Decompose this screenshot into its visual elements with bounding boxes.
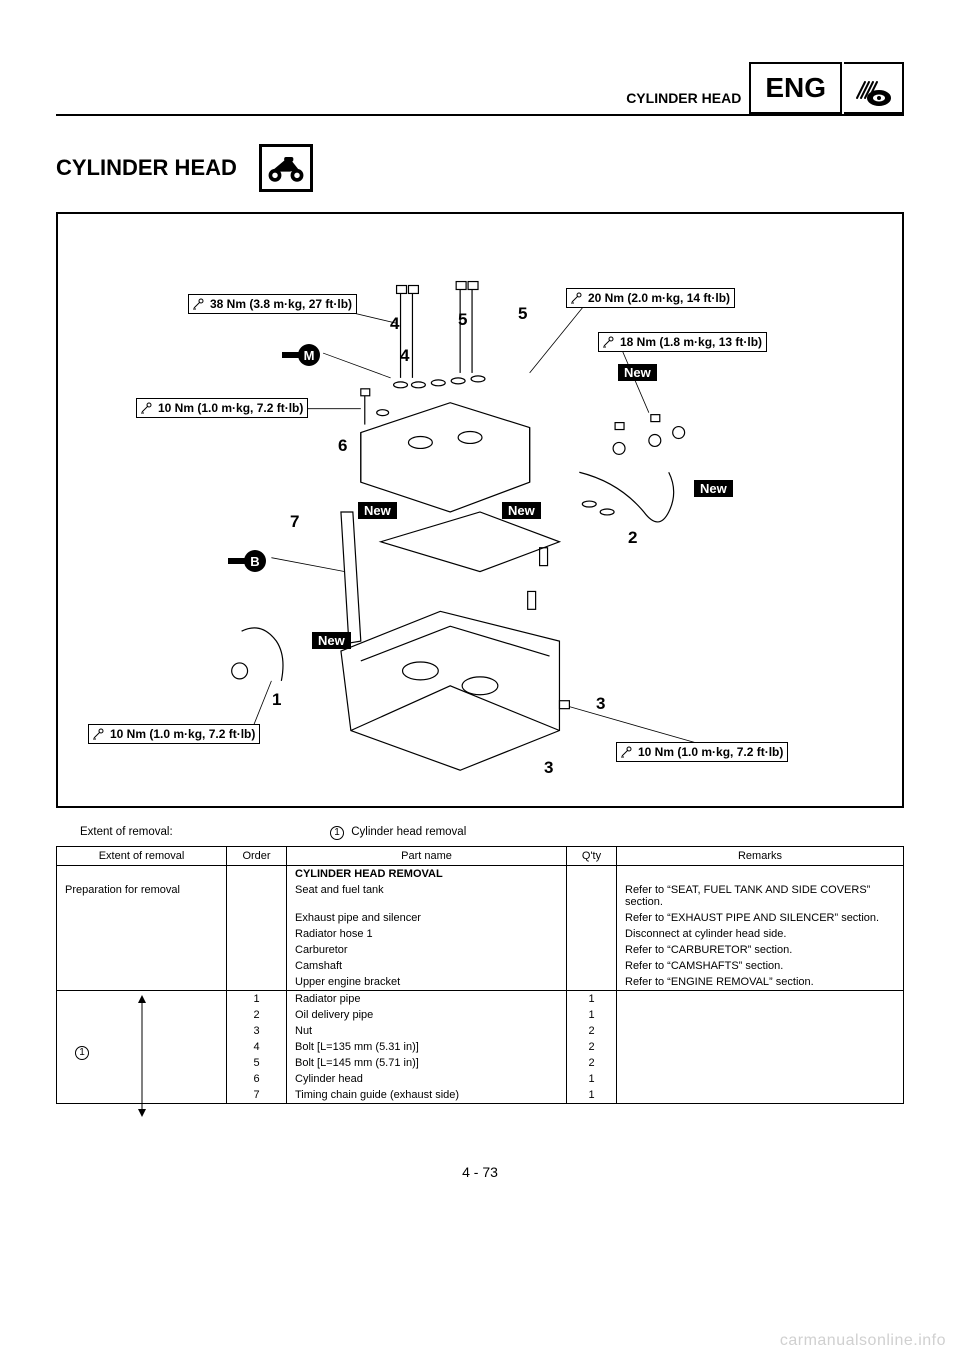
motorcycle-icon — [259, 144, 313, 192]
torque-spec-label: 10 Nm (1.0 m·kg, 7.2 ft·lb) — [88, 724, 260, 744]
part-name: Upper engine bracket — [295, 976, 400, 988]
torque-spec-label: 20 Nm (2.0 m·kg, 14 ft·lb) — [566, 288, 735, 308]
order-cell: 1 — [227, 991, 287, 1008]
part-name: Radiator hose 1 — [295, 928, 373, 940]
remark: Refer to “CAMSHAFTS” section. — [625, 960, 783, 972]
prep-label: Preparation for removal — [65, 884, 180, 896]
torque-spec-label: 10 Nm (1.0 m·kg, 7.2 ft·lb) — [136, 398, 308, 418]
watermark: carmanualsonline.info — [780, 1332, 946, 1350]
table-row: Upper engine bracket Refer to “ENGINE REM… — [57, 974, 904, 991]
diagram-callout: 5 — [458, 310, 467, 330]
page-number: 4 - 73 — [56, 1164, 904, 1180]
qty-cell: 2 — [567, 1039, 617, 1055]
part-name: Bolt [L=145 mm (5.71 in)] — [295, 1057, 419, 1069]
table-row: Camshaft Refer to “CAMSHAFTS” section. — [57, 958, 904, 974]
part-name: Bolt [L=135 mm (5.31 in)] — [295, 1041, 419, 1053]
part-name: Timing chain guide (exhaust side) — [295, 1089, 459, 1101]
diagram-callout: 5 — [518, 304, 527, 324]
torque-spec-label: 18 Nm (1.8 m·kg, 13 ft·lb) — [598, 332, 767, 352]
qty-cell: 1 — [567, 1007, 617, 1023]
diagram-callout: 4 — [390, 314, 399, 334]
qty-cell: 2 — [567, 1023, 617, 1039]
header-badge: ENG — [749, 62, 842, 114]
order-cell: 7 — [227, 1087, 287, 1104]
qty-cell: 1 — [567, 1071, 617, 1087]
exploded-diagram: 38 Nm (3.8 m·kg, 27 ft·lb) 10 Nm (1.0 m·k… — [56, 212, 904, 808]
lubricant-tag: B — [228, 550, 266, 572]
section-title: CYLINDER HEAD — [56, 155, 237, 181]
th-order: Order — [227, 847, 287, 866]
th-extent: Extent of removal — [57, 847, 227, 866]
th-remarks: Remarks — [617, 847, 904, 866]
qty-cell: 1 — [567, 991, 617, 1008]
section-header: CYLINDER HEAD REMOVAL — [295, 868, 443, 880]
extent-label: Extent of removal: — [80, 826, 330, 840]
new-part-tag: New — [694, 480, 733, 497]
remark: Refer to “SEAT, FUEL TANK AND SIDE COVER… — [625, 884, 870, 908]
page-header: CYLINDER HEAD ENG — [56, 60, 904, 116]
order-cell: 6 — [227, 1071, 287, 1087]
qty-cell: 2 — [567, 1055, 617, 1071]
part-name: Camshaft — [295, 960, 342, 972]
table-row: 11Radiator pipe1 — [57, 991, 904, 1008]
part-name: Exhaust pipe and silencer — [295, 912, 421, 924]
diagram-callout: 2 — [628, 528, 637, 548]
new-part-tag: New — [312, 632, 351, 649]
table-row: Exhaust pipe and silencer Refer to “EXHAU… — [57, 910, 904, 926]
qty-cell: 1 — [567, 1087, 617, 1104]
new-part-tag: New — [358, 502, 397, 519]
th-part: Part name — [287, 847, 567, 866]
header-label: CYLINDER HEAD — [626, 90, 741, 106]
diagram-callout: 7 — [290, 512, 299, 532]
th-qty: Q'ty — [567, 847, 617, 866]
circled-1-icon: 1 — [330, 826, 344, 840]
table-row: Radiator hose 1 Disconnect at cylinder he… — [57, 926, 904, 942]
table-row: Carburetor Refer to “CARBURETOR” section. — [57, 942, 904, 958]
diagram-callout: 4 — [400, 346, 409, 366]
section-title-row: CYLINDER HEAD — [56, 144, 904, 192]
part-name: Radiator pipe — [295, 993, 360, 1005]
new-part-tag: New — [502, 502, 541, 519]
remark: Refer to “ENGINE REMOVAL” section. — [625, 976, 814, 988]
part-name: Carburetor — [295, 944, 348, 956]
new-part-tag: New — [618, 364, 657, 381]
part-name: Nut — [295, 1025, 312, 1037]
lubricant-tag: M — [282, 344, 320, 366]
torque-spec-label: 10 Nm (1.0 m·kg, 7.2 ft·lb) — [616, 742, 788, 762]
diagram-callout: 1 — [272, 690, 281, 710]
torque-spec-label: 38 Nm (3.8 m·kg, 27 ft·lb) — [188, 294, 357, 314]
part-name: Cylinder head — [295, 1073, 363, 1085]
table-row: CYLINDER HEAD REMOVAL — [57, 866, 904, 883]
engine-icon — [844, 62, 904, 114]
order-cell: 3 — [227, 1023, 287, 1039]
order-cell: 2 — [227, 1007, 287, 1023]
circled-1-icon: 1 — [75, 1046, 89, 1060]
diagram-callout: 3 — [596, 694, 605, 714]
parts-table: Extent of removal Order Part name Q'ty R… — [56, 846, 904, 1104]
remark: Refer to “EXHAUST PIPE AND SILENCER” sec… — [625, 912, 879, 924]
extent-value: 1 Cylinder head removal — [330, 826, 466, 840]
table-row: Preparation for removal Seat and fuel tan… — [57, 882, 904, 910]
part-name: Seat and fuel tank — [295, 884, 384, 896]
order-cell: 5 — [227, 1055, 287, 1071]
table-header-row: Extent of removal Order Part name Q'ty R… — [57, 847, 904, 866]
remark: Refer to “CARBURETOR” section. — [625, 944, 792, 956]
diagram-callout: 3 — [544, 758, 553, 778]
remark: Disconnect at cylinder head side. — [625, 928, 786, 940]
diagram-callout: 6 — [338, 436, 347, 456]
extent-of-removal-line: Extent of removal: 1 Cylinder head remov… — [80, 826, 904, 840]
order-cell: 4 — [227, 1039, 287, 1055]
part-name: Oil delivery pipe — [295, 1009, 373, 1021]
